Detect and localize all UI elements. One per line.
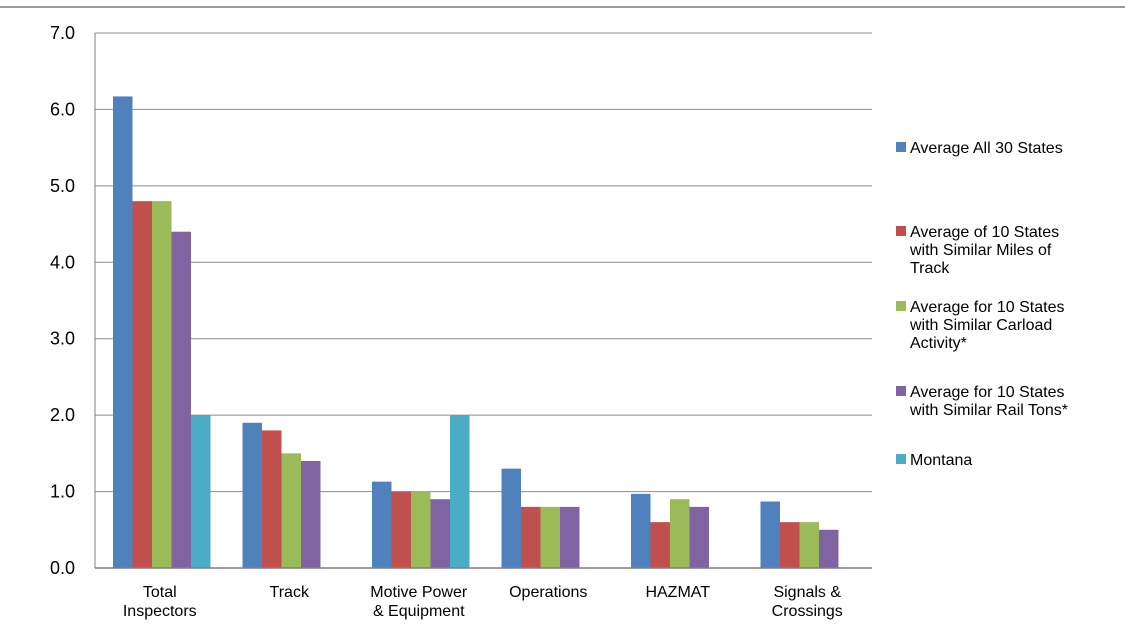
bar	[819, 529, 839, 568]
bar	[560, 506, 580, 568]
y-tick-label: 1.0	[50, 482, 75, 502]
bar	[372, 481, 392, 568]
bar	[152, 201, 172, 568]
bar	[540, 506, 560, 568]
category-label: Total Inspectors	[123, 584, 197, 620]
axes	[94, 33, 872, 569]
legend-swatch	[896, 301, 906, 311]
bar	[689, 506, 709, 568]
bar	[301, 461, 321, 568]
y-tick-label: 0.0	[50, 558, 75, 578]
bar	[430, 499, 450, 568]
y-tick-label: 2.0	[50, 405, 75, 425]
bar	[132, 201, 152, 568]
legend-swatch	[896, 454, 906, 464]
bar	[391, 491, 411, 568]
legend-entry: Average All 30 States	[910, 140, 1063, 157]
y-tick-labels: 0.0 1.0 2.0 3.0 4.0 5.0 6.0 7.0	[50, 23, 75, 578]
legend: Average All 30 States Average of 10 State…	[896, 140, 1068, 469]
y-tick-label: 7.0	[50, 23, 75, 43]
category-label: HAZMAT	[645, 584, 710, 601]
bar	[670, 499, 690, 568]
y-tick-label: 3.0	[50, 329, 75, 349]
category-labels: Total Inspectors Track Motive Power & Equipm…	[123, 584, 843, 620]
legend-entry: Montana	[910, 452, 972, 469]
legend-entry: Average for 10 States with Similar Rail T…	[909, 384, 1068, 419]
top-rule	[0, 6, 1125, 8]
bar	[242, 422, 262, 568]
gridlines	[95, 32, 872, 493]
legend-entry: Average of 10 States with Similar Miles o…	[909, 224, 1059, 277]
bar	[450, 415, 470, 568]
legend-entry: Average for 10 States with Similar Carloa…	[909, 299, 1064, 352]
y-tick-label: 4.0	[50, 252, 75, 272]
bars	[113, 96, 839, 568]
y-tick-label: 5.0	[50, 176, 75, 196]
bar	[171, 231, 191, 568]
legend-swatch	[896, 386, 906, 396]
bar	[780, 522, 800, 568]
bar	[799, 522, 819, 568]
bar	[191, 415, 211, 568]
bar	[650, 522, 670, 568]
category-label: Motive Power & Equipment	[370, 584, 468, 620]
bar	[501, 468, 521, 568]
category-label: Track	[270, 584, 310, 601]
bar	[760, 501, 780, 568]
bar	[521, 506, 541, 568]
bar	[262, 430, 282, 568]
bar	[411, 491, 431, 568]
legend-swatch	[896, 226, 906, 236]
bar	[281, 453, 301, 568]
bar	[113, 96, 133, 568]
category-label: Signals & Crossings	[772, 584, 843, 620]
y-tick-label: 6.0	[50, 99, 75, 119]
category-label: Operations	[509, 584, 587, 601]
legend-swatch	[896, 142, 906, 152]
bar	[631, 493, 651, 568]
